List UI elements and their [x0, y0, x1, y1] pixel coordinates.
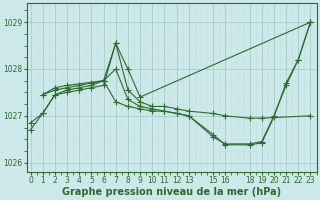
X-axis label: Graphe pression niveau de la mer (hPa): Graphe pression niveau de la mer (hPa) — [62, 187, 281, 197]
